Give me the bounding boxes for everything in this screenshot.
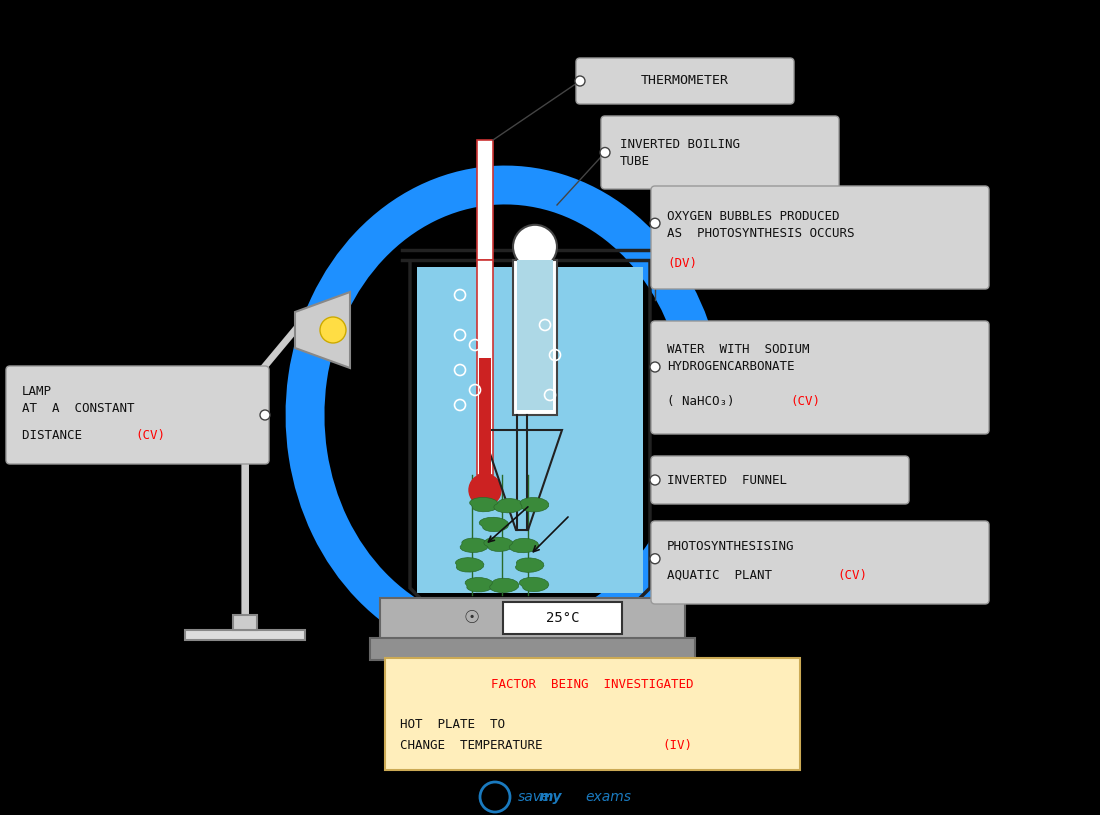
Polygon shape bbox=[658, 538, 682, 563]
Polygon shape bbox=[465, 578, 494, 592]
Circle shape bbox=[650, 362, 660, 372]
Ellipse shape bbox=[513, 225, 557, 269]
Text: (DV): (DV) bbox=[667, 257, 697, 270]
FancyBboxPatch shape bbox=[651, 321, 989, 434]
Text: ☉: ☉ bbox=[464, 609, 480, 627]
Polygon shape bbox=[484, 537, 514, 552]
Circle shape bbox=[469, 474, 500, 506]
Circle shape bbox=[650, 218, 660, 228]
FancyBboxPatch shape bbox=[503, 602, 622, 634]
Circle shape bbox=[600, 148, 610, 157]
Text: my: my bbox=[538, 790, 562, 804]
Text: LAMP
AT  A  CONSTANT: LAMP AT A CONSTANT bbox=[22, 385, 134, 415]
FancyBboxPatch shape bbox=[651, 456, 909, 504]
FancyBboxPatch shape bbox=[6, 366, 270, 464]
Text: THERMOMETER: THERMOMETER bbox=[641, 74, 729, 87]
Polygon shape bbox=[295, 292, 350, 368]
FancyBboxPatch shape bbox=[477, 260, 493, 475]
Circle shape bbox=[575, 76, 585, 86]
Text: ( NaHCO₃): ( NaHCO₃) bbox=[667, 395, 743, 408]
Polygon shape bbox=[480, 518, 509, 531]
Circle shape bbox=[650, 475, 660, 485]
FancyBboxPatch shape bbox=[517, 260, 553, 410]
FancyBboxPatch shape bbox=[651, 186, 989, 289]
Polygon shape bbox=[460, 538, 488, 553]
Text: save: save bbox=[517, 790, 550, 804]
FancyBboxPatch shape bbox=[233, 615, 257, 630]
Polygon shape bbox=[455, 557, 484, 572]
FancyBboxPatch shape bbox=[576, 58, 794, 104]
FancyBboxPatch shape bbox=[601, 116, 839, 189]
Text: AQUATIC  PLANT: AQUATIC PLANT bbox=[667, 569, 780, 582]
FancyBboxPatch shape bbox=[379, 598, 685, 640]
Polygon shape bbox=[689, 337, 712, 361]
Text: WATER  WITH  SODIUM
HYDROGENCARBONATE: WATER WITH SODIUM HYDROGENCARBONATE bbox=[667, 343, 810, 373]
Polygon shape bbox=[490, 578, 519, 593]
Text: (CV): (CV) bbox=[790, 395, 820, 408]
Text: (CV): (CV) bbox=[135, 429, 165, 442]
Polygon shape bbox=[509, 539, 539, 553]
FancyBboxPatch shape bbox=[478, 358, 491, 477]
Text: (CV): (CV) bbox=[837, 569, 867, 582]
FancyBboxPatch shape bbox=[651, 521, 989, 604]
Text: CHANGE  TEMPERATURE: CHANGE TEMPERATURE bbox=[400, 739, 558, 752]
FancyBboxPatch shape bbox=[513, 260, 557, 415]
Circle shape bbox=[320, 317, 346, 343]
Polygon shape bbox=[494, 499, 524, 513]
Text: INVERTED BOILING
TUBE: INVERTED BOILING TUBE bbox=[620, 138, 740, 168]
Polygon shape bbox=[470, 497, 498, 512]
Text: PHOTOSYNTHESISING: PHOTOSYNTHESISING bbox=[667, 540, 794, 553]
Text: HOT  PLATE  TO: HOT PLATE TO bbox=[400, 719, 505, 732]
Text: DISTANCE: DISTANCE bbox=[22, 429, 97, 442]
Text: (IV): (IV) bbox=[662, 739, 692, 752]
FancyBboxPatch shape bbox=[370, 638, 695, 660]
Text: FACTOR  BEING  INVESTIGATED: FACTOR BEING INVESTIGATED bbox=[492, 678, 694, 691]
FancyBboxPatch shape bbox=[385, 658, 800, 770]
Polygon shape bbox=[516, 558, 543, 572]
Circle shape bbox=[260, 410, 270, 420]
FancyBboxPatch shape bbox=[417, 267, 644, 593]
FancyBboxPatch shape bbox=[477, 140, 493, 260]
Text: INVERTED  FUNNEL: INVERTED FUNNEL bbox=[667, 474, 786, 487]
Text: exams: exams bbox=[585, 790, 631, 804]
Text: 25°C: 25°C bbox=[547, 611, 580, 625]
FancyBboxPatch shape bbox=[185, 630, 305, 640]
Circle shape bbox=[650, 553, 660, 564]
Polygon shape bbox=[520, 497, 549, 512]
Polygon shape bbox=[519, 577, 549, 592]
Text: OXYGEN BUBBLES PRODUCED
AS  PHOTOSYNTHESIS OCCURS: OXYGEN BUBBLES PRODUCED AS PHOTOSYNTHESI… bbox=[667, 210, 855, 240]
